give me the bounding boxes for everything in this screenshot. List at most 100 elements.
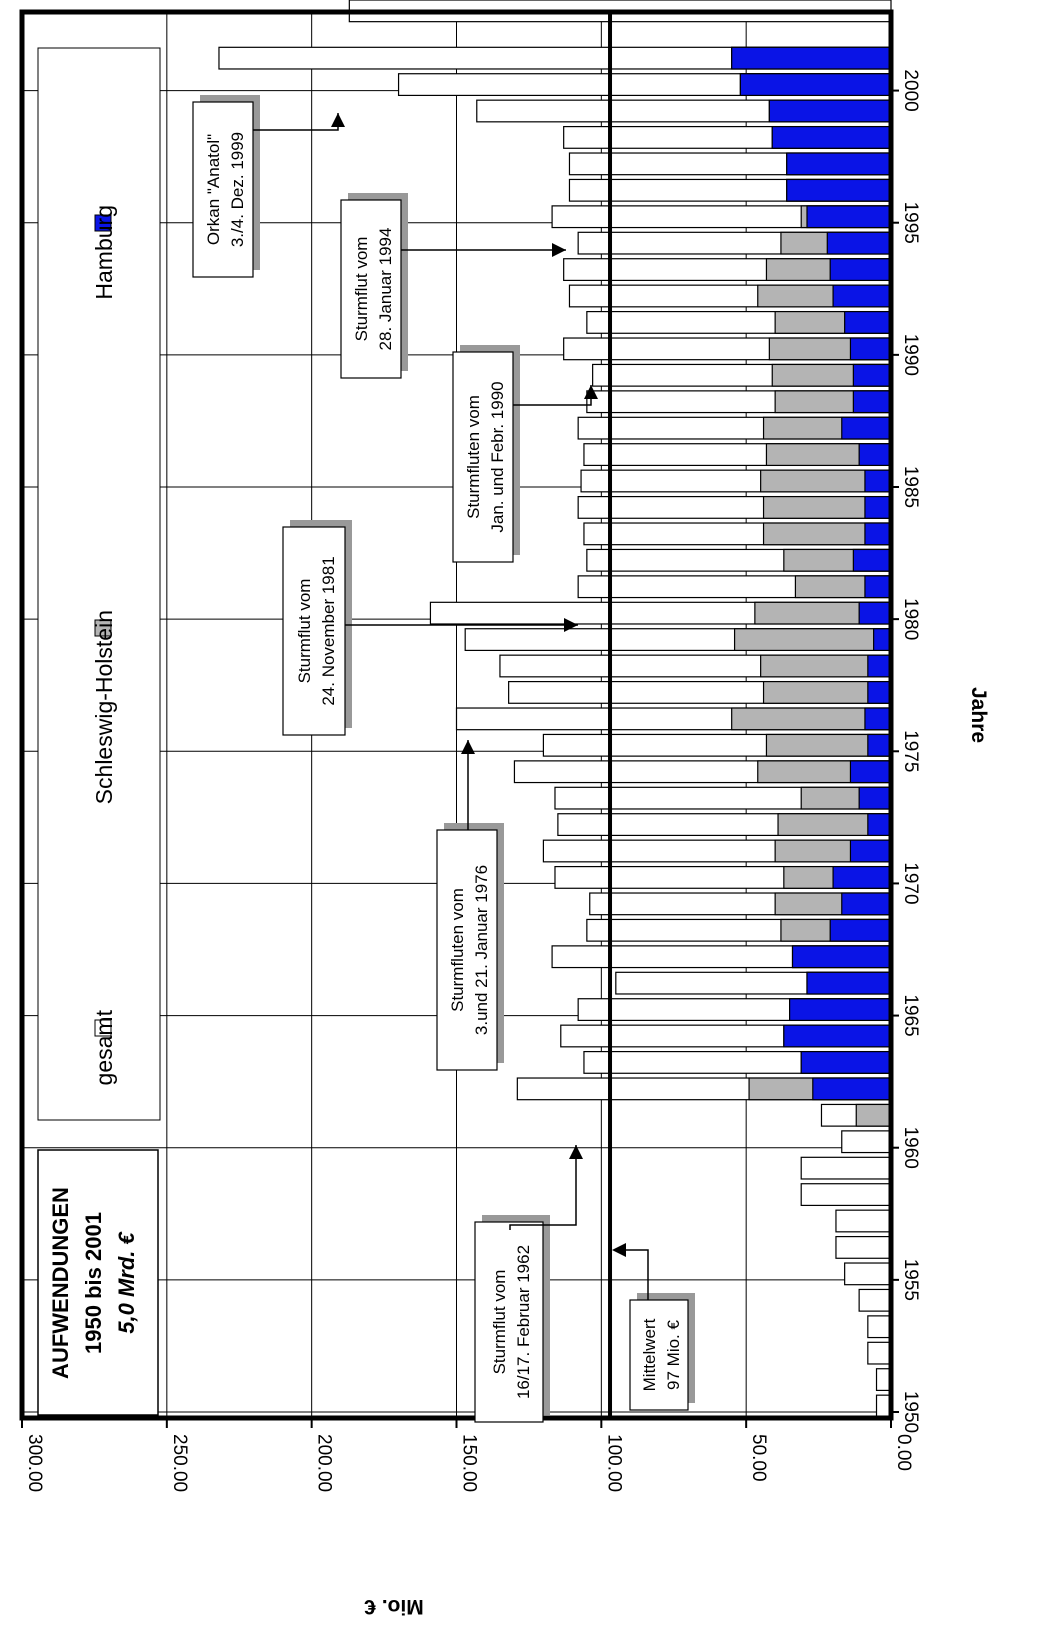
bar-hamburg-1982 — [852, 548, 892, 572]
bar-hamburg-1999 — [768, 99, 892, 123]
bar-gesamt-1952 — [867, 1341, 892, 1365]
annotation-1976: Sturmfluten vom 3.und 21. Januar 1976 — [436, 740, 504, 1071]
mean-annotation-box — [629, 1299, 689, 1411]
legend-swatch — [94, 619, 112, 637]
bar-hamburg-1996 — [786, 178, 892, 202]
bar-hamburg-1990 — [849, 337, 892, 361]
annotation-line2: 3./4. Dez. 1999 — [228, 132, 247, 247]
annotation-line2: Jan. und Febr. 1990 — [488, 381, 507, 532]
bar-hamburg-1984 — [864, 495, 892, 519]
bar-hamburg-1994 — [826, 231, 892, 255]
year-tick-label: 1955 — [900, 1259, 921, 1301]
annotation-arrowhead — [584, 385, 598, 399]
annotation-leader — [513, 385, 592, 406]
bar-gesamt-1958 — [800, 1183, 892, 1207]
y-axis-label: Mio. € — [364, 1595, 424, 1618]
year-tick-label: 2000 — [900, 69, 921, 111]
annotation-arrowhead — [331, 113, 345, 127]
title-line-3: 5,0 Mrd. € — [114, 1230, 139, 1333]
year-tick-label: 1985 — [900, 466, 921, 508]
annotation-box — [474, 1221, 544, 1423]
annotation-line1: Sturmflut vom — [295, 579, 314, 684]
mean-arrowhead — [612, 1243, 626, 1257]
value-tick-label: 100.00 — [603, 1434, 624, 1492]
annotation-1962: Sturmflut vom 16/17. Februar 1962 — [474, 1145, 583, 1423]
bar-hamburg-2000 — [739, 73, 892, 97]
bar-gesamt-1954 — [858, 1288, 892, 1312]
mean-leader — [618, 1249, 649, 1300]
bar-hamburg-1991 — [844, 310, 892, 334]
axes: 0.00 50.00 100.00 150.00 200.00 250.00 300.00 1… — [19, 9, 921, 1492]
legend-label: gesamt — [91, 1009, 117, 1085]
annotation-box — [340, 199, 402, 379]
value-tick-label: 300.00 — [24, 1434, 45, 1492]
legend-swatch — [94, 214, 112, 232]
annotation-line2: 3.und 21. Januar 1976 — [472, 865, 491, 1035]
bar-hamburg-1998 — [771, 125, 892, 149]
title-box: AUFWENDUNGEN 1950 bis 2001 5,0 Mrd. € — [37, 1149, 159, 1416]
annotation-arrowhead — [461, 740, 475, 754]
axis-labels: Jahre Mio. € — [364, 687, 990, 1618]
bar-hamburg-1966 — [806, 971, 892, 995]
bar-hamburg-1969 — [841, 892, 892, 916]
legend-item-schleswig-holstein: Schleswig-Holstein — [91, 610, 117, 804]
x-axis-label: Jahre — [967, 687, 990, 743]
annotation-line1: Sturmflut vom — [352, 237, 371, 342]
bar-schleswig-holstein-1979 — [733, 628, 892, 652]
annotation-line1: Sturmfluten vom — [448, 888, 467, 1012]
bar-hamburg-1978 — [867, 654, 892, 678]
legend-swatch — [94, 1019, 112, 1037]
annotation-box — [436, 829, 498, 1071]
annotation-line1: Sturmflut vom — [490, 1270, 509, 1375]
bar-hamburg-1963 — [800, 1050, 892, 1074]
bar-hamburg-1962 — [812, 1077, 892, 1101]
bar-hamburg-1977 — [867, 680, 892, 704]
bar-hamburg-1965 — [789, 998, 892, 1022]
annotation-line2: 24. November 1981 — [319, 556, 338, 705]
bar-hamburg-1992 — [832, 284, 892, 308]
annotation-box — [192, 101, 254, 278]
bar-hamburg-1973 — [858, 786, 892, 810]
mean-label-line1: Mittelwert — [640, 1318, 659, 1391]
year-tick-label: 1970 — [900, 862, 921, 904]
annotation-arrowhead — [552, 243, 566, 257]
bar-gesamt-1960 — [841, 1130, 892, 1154]
mean-annotation: Mittelwert 97 Mio. € — [612, 1243, 695, 1411]
bar-hamburg-1986 — [858, 443, 892, 467]
bar-hamburg-1974 — [849, 760, 892, 784]
bar-hamburg-1979 — [873, 628, 892, 652]
bars — [218, 0, 892, 1418]
bar-hamburg-1995 — [806, 205, 892, 229]
title-line-2: 1950 bis 2001 — [81, 1212, 106, 1354]
year-tick-label: 1950 — [900, 1391, 921, 1433]
annotation-box — [452, 351, 514, 563]
bar-hamburg-1972 — [867, 813, 892, 837]
bar-hamburg-1964 — [783, 1024, 892, 1048]
bar-gesamt-1956 — [835, 1235, 892, 1259]
bar-hamburg-1997 — [786, 152, 892, 176]
value-tick-label: 150.00 — [459, 1434, 480, 1492]
title-frame — [37, 1149, 159, 1416]
annotation-arrowhead — [569, 1145, 583, 1159]
bar-schleswig-holstein-1961 — [855, 1103, 892, 1127]
value-tick-label: 250.00 — [169, 1434, 190, 1492]
annotation-1999: Orkan "Anatol" 3./4. Dez. 1999 — [192, 95, 345, 278]
bar-hamburg-1988 — [852, 390, 892, 414]
bar-gesamt-1959 — [800, 1156, 892, 1180]
year-tick-label: 1965 — [900, 994, 921, 1036]
year-tick-label: 1990 — [900, 334, 921, 376]
legend-label: Schleswig-Holstein — [91, 610, 117, 804]
bar-hamburg-1970 — [832, 865, 892, 889]
annotation-1990: Sturmfluten vom Jan. und Febr. 1990 — [452, 345, 598, 563]
annotation-leader — [253, 113, 339, 131]
annotation-box — [282, 526, 346, 736]
legend: gesamt Schleswig-Holstein Hamburg — [37, 47, 161, 1121]
bar-hamburg-1976 — [864, 707, 892, 731]
year-tick-label: 1980 — [900, 598, 921, 640]
annotation-leader — [509, 1145, 577, 1230]
bar-hamburg-1987 — [841, 416, 892, 440]
value-tick-label: 200.00 — [314, 1434, 335, 1492]
bar-hamburg-1975 — [867, 733, 892, 757]
bar-hamburg-2001 — [731, 46, 892, 70]
